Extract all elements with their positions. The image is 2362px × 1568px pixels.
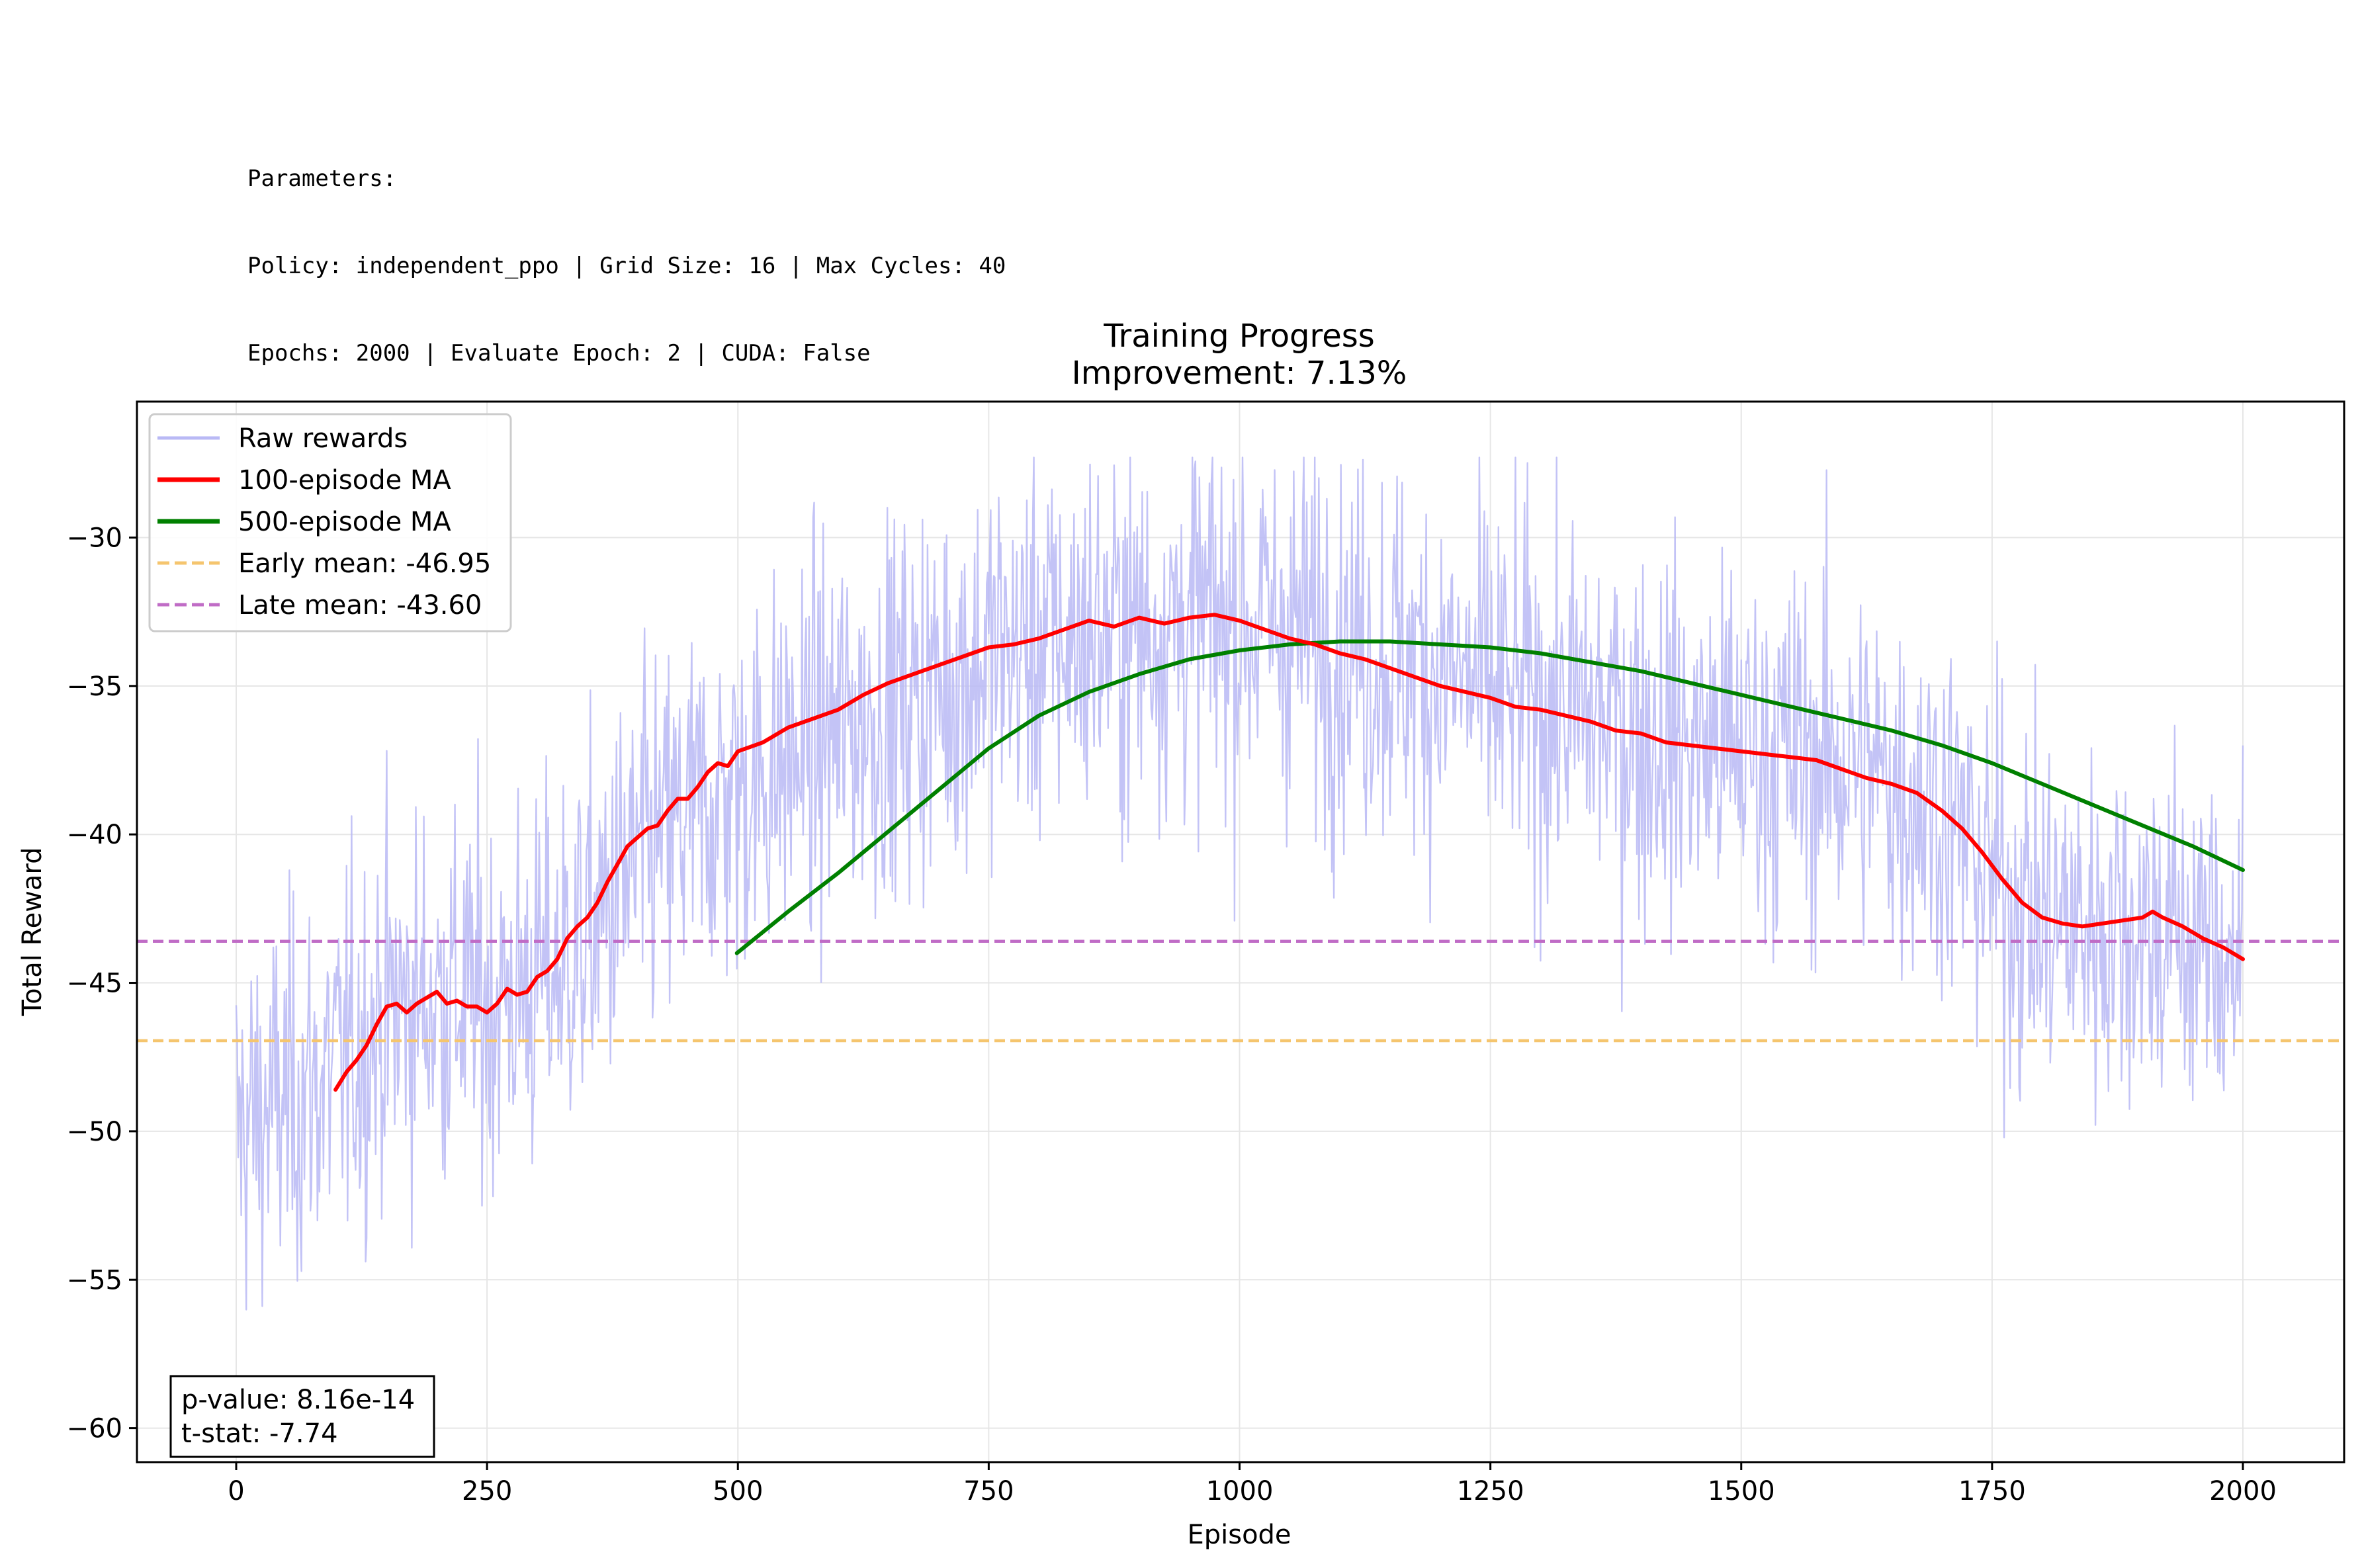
ma100-line [333, 613, 2245, 1092]
y-tick-label: −55 [67, 1265, 122, 1295]
legend-label-late-mean: Late mean: -43.60 [238, 590, 482, 621]
parameters-heading: Parameters: [247, 165, 397, 192]
legend-box [148, 413, 512, 632]
y-tick-label: −50 [67, 1117, 122, 1147]
x-tick-label: 0 [228, 1476, 244, 1506]
stats-box-frame [169, 1375, 435, 1458]
raw-rewards-series [235, 457, 2244, 1311]
x-tick-label: 1000 [1206, 1476, 1274, 1506]
x-tick-label: 750 [963, 1476, 1014, 1506]
legend-label-raw: Raw rewards [238, 423, 408, 454]
legend-label-ma500: 500-episode MA [238, 507, 451, 537]
y-axis-label: Total Reward [17, 847, 48, 1016]
y-tick-label: −30 [67, 523, 122, 554]
parameters-block: Parameters: Policy: independent_ppo | Gr… [247, 106, 1006, 397]
y-tick-label: −45 [67, 969, 122, 999]
chart-subtitle: Improvement: 7.13% [1072, 355, 1407, 392]
x-tick-label: 500 [713, 1476, 763, 1506]
x-tick-label: 1250 [1457, 1476, 1524, 1506]
stats-box: p-value: 8.16e-14 t-stat: -7.74 [169, 1375, 435, 1458]
raw-rewards-line [235, 457, 2244, 1311]
y-tick-label: −40 [67, 820, 122, 850]
x-tick-label: 1500 [1708, 1476, 1775, 1506]
stats-p-value: p-value: 8.16e-14 [181, 1385, 415, 1415]
x-tick-label: 1750 [1958, 1476, 2026, 1506]
y-tick-label: −60 [67, 1414, 122, 1444]
stats-t-stat: t-stat: -7.74 [181, 1418, 338, 1449]
axis-ticks: 0 250 500 750 1000 1250 1500 1750 2000 −30 −35 −40 −… [67, 523, 2277, 1507]
chart-title: Training Progress [1103, 318, 1375, 355]
moving-average-series [333, 613, 2245, 1092]
mean-lines [137, 939, 2344, 1043]
parameters-line-2: Epochs: 2000 | Evaluate Epoch: 2 | CUDA:… [247, 340, 871, 367]
x-tick-label: 250 [462, 1476, 512, 1506]
legend-label-early-mean: Early mean: -46.95 [238, 548, 491, 579]
ma500-line [734, 639, 2245, 955]
legend: Raw rewards 100-episode MA 500-episode M… [148, 413, 512, 632]
x-axis-label: Episode [1187, 1520, 1291, 1550]
legend-label-ma100: 100-episode MA [238, 465, 451, 496]
y-tick-label: −35 [67, 672, 122, 702]
x-tick-label: 2000 [2209, 1476, 2277, 1506]
parameters-line-1: Policy: independent_ppo | Grid Size: 16 … [247, 253, 1006, 279]
